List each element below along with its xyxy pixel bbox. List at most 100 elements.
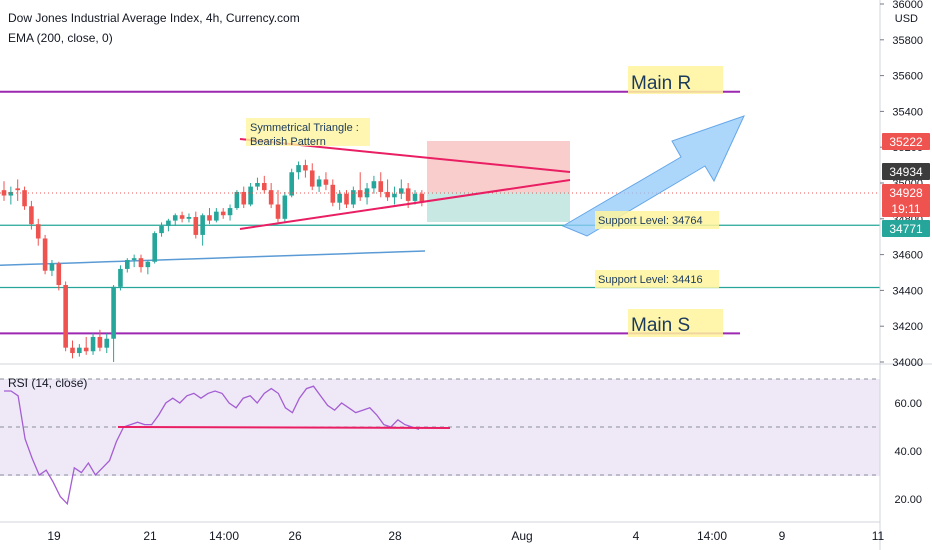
- candle: [131, 254, 137, 268]
- candle-body: [268, 190, 274, 205]
- candle-body: [83, 347, 89, 352]
- candle-body: [337, 193, 342, 203]
- time-tick-label: 28: [388, 529, 402, 543]
- time-tick-label: 9: [779, 529, 786, 543]
- candle: [118, 265, 123, 291]
- candle: [35, 218, 41, 246]
- candle-body: [90, 336, 96, 352]
- price-badge-text: 19:11: [891, 202, 920, 216]
- candle: [351, 186, 356, 209]
- candle: [70, 340, 75, 359]
- candle: [29, 200, 34, 230]
- price-tick-label: 35400: [892, 106, 923, 118]
- candle: [159, 222, 164, 237]
- price-tick-label: 34400: [892, 285, 923, 297]
- candle-body: [97, 336, 103, 348]
- candle-body: [56, 263, 62, 286]
- time-axis[interactable]: 19 21 14:00 26 28 Aug 4 14:00 9 11: [47, 529, 884, 543]
- candle-body: [248, 186, 253, 205]
- time-tick-label: 19: [47, 529, 61, 543]
- candle: [166, 218, 171, 232]
- candle-body: [118, 268, 123, 287]
- candle: [42, 234, 48, 275]
- support-34764-label: Support Level: 34764: [598, 215, 703, 227]
- candle: [357, 172, 363, 201]
- rsi-path: [4, 385, 420, 506]
- candle-body: [289, 172, 294, 196]
- candle: [255, 177, 260, 191]
- candle: [399, 179, 404, 200]
- candle: [282, 191, 288, 223]
- price-badge-text: 34771: [889, 222, 923, 236]
- rsi-tick-label: 20.00: [894, 494, 922, 506]
- price-badge-text: 34928: [889, 186, 923, 200]
- candle: [241, 186, 247, 209]
- candle-body: [179, 215, 185, 219]
- candle: [1, 181, 7, 201]
- time-tick-label: 26: [288, 529, 302, 543]
- candle: [323, 172, 329, 191]
- candle: [138, 254, 144, 273]
- candle-body: [357, 190, 363, 198]
- price-badge-text: 34934: [889, 165, 923, 179]
- candle-body: [399, 188, 404, 194]
- price-badge-bg: [882, 184, 930, 201]
- price-badge-bg: [882, 200, 930, 217]
- candle-body: [392, 193, 397, 198]
- candle: [262, 175, 267, 194]
- price-badge-bg: [882, 220, 930, 237]
- candle: [220, 208, 226, 219]
- candle: [8, 186, 14, 205]
- candle-body: [145, 261, 151, 268]
- time-tick-label: Aug: [511, 529, 532, 543]
- rsi-axis[interactable]: 20.00 40.00 60.00: [894, 398, 922, 506]
- take-profit-zone: [427, 192, 570, 222]
- rsi-indicator-label[interactable]: RSI (14, close): [8, 376, 87, 390]
- candle-body: [49, 263, 55, 271]
- rsi-tick-label: 60.00: [894, 398, 922, 410]
- candle: [419, 190, 425, 207]
- candle-body: [323, 179, 329, 185]
- candle: [337, 190, 342, 210]
- candle: [179, 211, 185, 223]
- candle-body: [186, 217, 192, 219]
- price-badge-bg: [882, 133, 930, 150]
- candle-body: [131, 258, 137, 260]
- price-tick-label: 34200: [892, 321, 923, 333]
- support-34416-label-bg: [595, 270, 719, 288]
- price-unit-label: USD: [895, 13, 918, 25]
- candle-body: [419, 193, 425, 203]
- candle-body: [42, 238, 48, 271]
- candle-body: [166, 220, 171, 226]
- time-tick-label: 21: [143, 529, 157, 543]
- candle-body: [275, 204, 281, 219]
- candle: [344, 190, 349, 209]
- candle-body: [193, 217, 199, 235]
- candle-body: [200, 215, 205, 235]
- triangle-label-line1: Symmetrical Triangle :: [250, 122, 359, 134]
- price-tick-label: 35800: [892, 35, 923, 47]
- candle: [145, 259, 151, 275]
- rsi-line: [4, 385, 420, 506]
- candle: [214, 208, 219, 223]
- candle: [172, 213, 178, 226]
- horizontal-levels: [0, 90, 880, 335]
- chart-title: Dow Jones Industrial Average Index, 4h, …: [8, 11, 300, 25]
- time-tick-label: 14:00: [697, 529, 727, 543]
- candle: [22, 186, 27, 210]
- candle-body: [70, 347, 75, 354]
- ema-indicator-label[interactable]: EMA (200, close, 0): [8, 31, 113, 45]
- candle-body: [15, 188, 20, 191]
- candle-body: [172, 215, 178, 221]
- main-r-label-bg: [628, 66, 723, 94]
- candle-body: [152, 233, 157, 262]
- candle: [90, 333, 96, 355]
- support-34416-label: Support Level: 34416: [598, 274, 703, 286]
- candle-body: [309, 170, 315, 187]
- candle: [56, 261, 62, 291]
- candle: [268, 183, 274, 209]
- candle-body: [125, 259, 130, 269]
- candle-body: [344, 193, 349, 205]
- rsi-tick-label: 40.00: [894, 446, 922, 458]
- candle-body: [8, 191, 14, 196]
